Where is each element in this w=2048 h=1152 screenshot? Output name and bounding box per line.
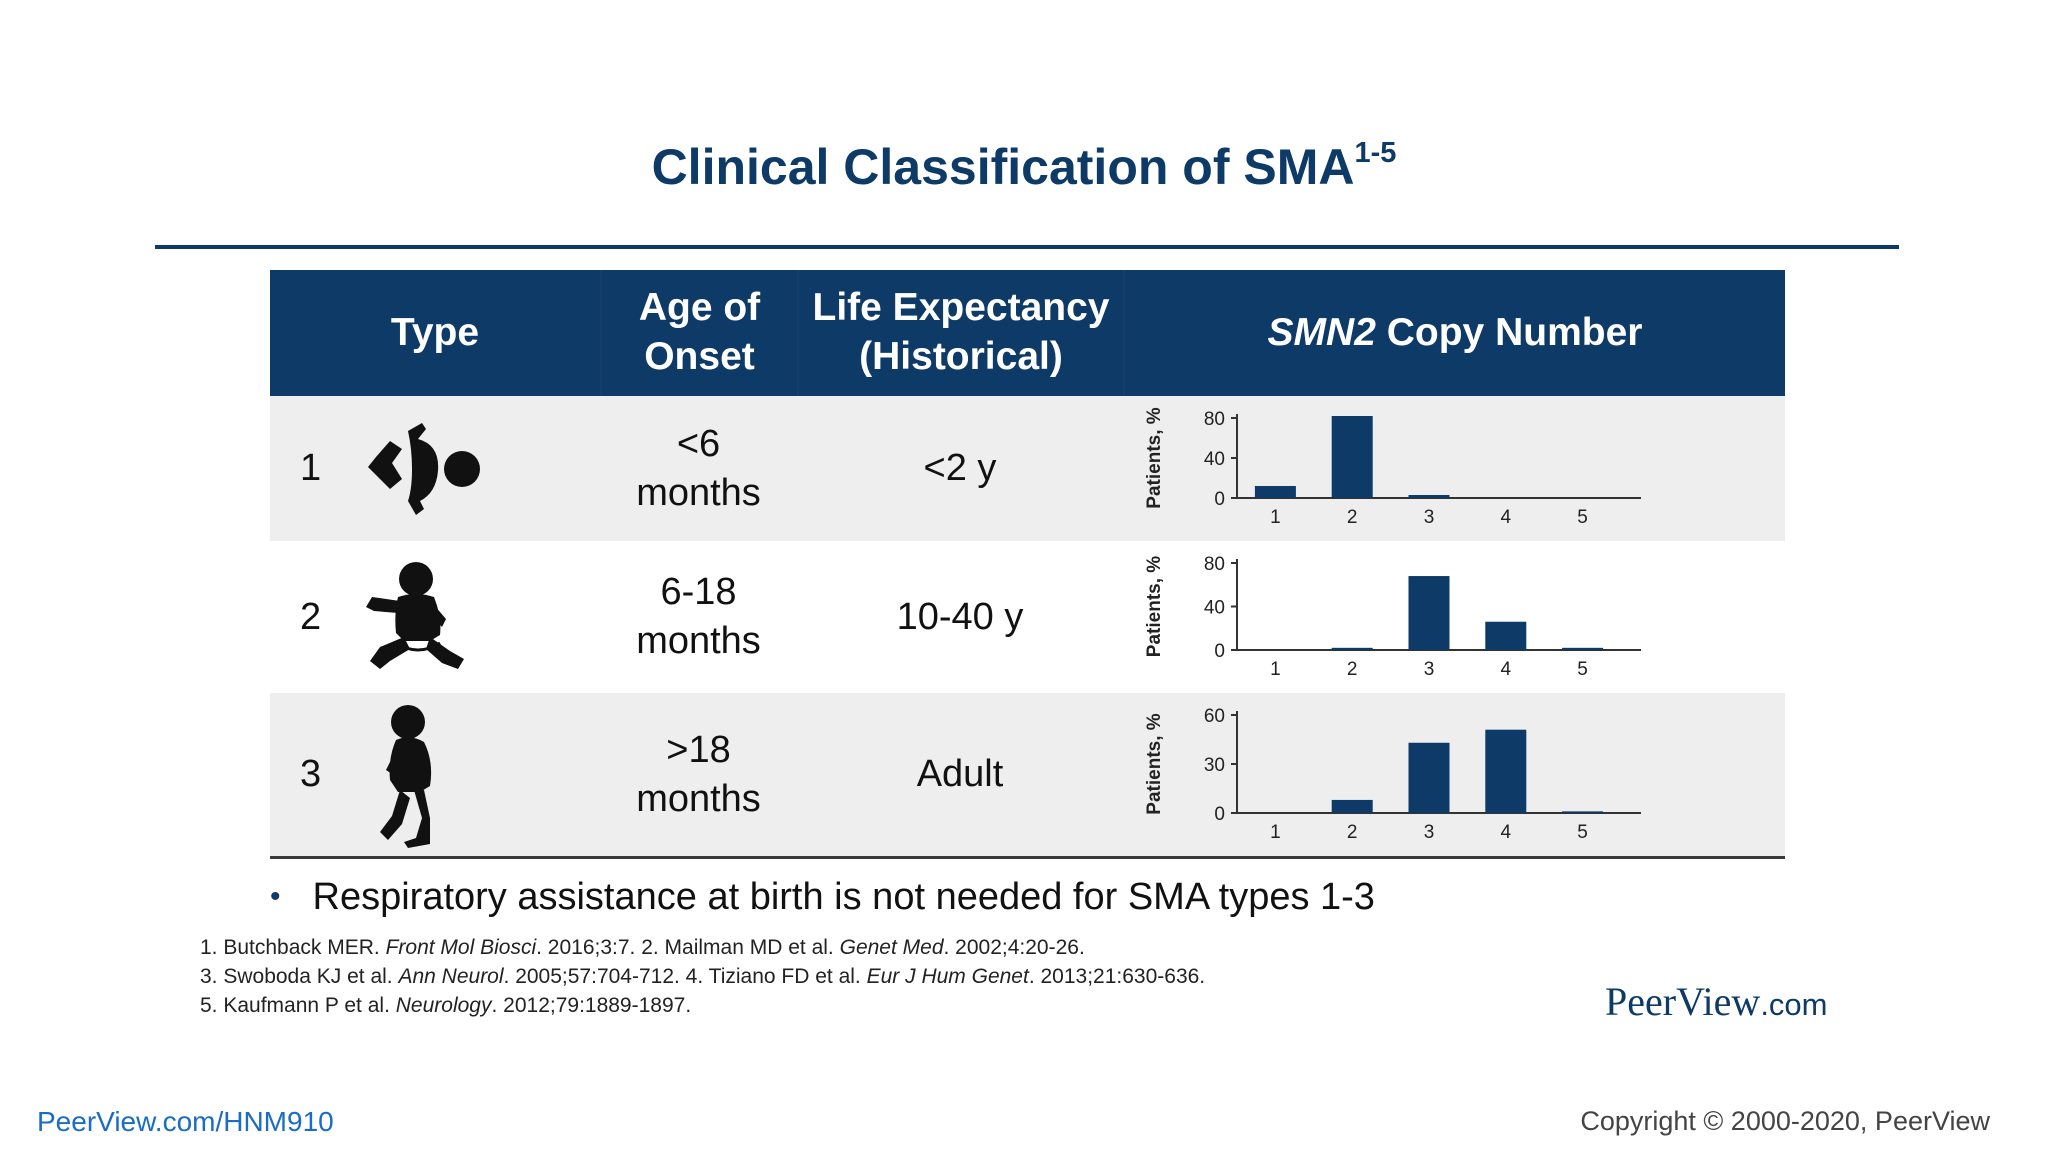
life-expectancy: 10-40 y — [896, 595, 1024, 638]
smn2-chart-type-3: Patients, % 0 30 60 1 2 3 4 5 — [1123, 693, 1785, 856]
reference-text: . 2012;79:1889-1897. — [491, 994, 692, 1017]
smn2-chart-type-2: Patients, % 0 40 80 1 2 3 4 5 — [1123, 541, 1785, 693]
y-tick-label: 0 — [1214, 489, 1225, 510]
x-tick-label: 1 — [1270, 507, 1281, 528]
journal-name: Front Mol Biosci — [385, 936, 537, 959]
header-life-expectancy: Life Expectancy (Historical) — [797, 270, 1123, 396]
journal-name: Genet Med — [839, 936, 944, 959]
title-divider — [155, 245, 1899, 249]
type-number: 3 — [300, 753, 322, 795]
bar-copy-2 — [1331, 799, 1373, 813]
header-age-of-onset: Age of Onset — [600, 270, 797, 396]
bullet-dot-icon: • — [270, 880, 281, 913]
footer-link[interactable]: PeerView.com/HNM910 — [37, 1106, 334, 1137]
bar-copy-2 — [1331, 416, 1373, 498]
y-tick-label: 80 — [1204, 554, 1225, 575]
reference-line: 5. Kaufmann P et al. Neurology. 2012;79:… — [200, 991, 1205, 1020]
bar-copy-4 — [1485, 729, 1527, 813]
title-superscript: 1-5 — [1354, 137, 1397, 170]
x-tick-label: 1 — [1270, 822, 1281, 843]
reference-text: . 2013;21:630-636. — [1028, 965, 1206, 988]
reference-line: 3. Swoboda KJ et al. Ann Neurol. 2005;57… — [200, 962, 1205, 991]
age-of-onset: >18 months — [636, 728, 761, 820]
x-tick-label: 4 — [1501, 822, 1512, 843]
y-tick-label: 30 — [1204, 755, 1225, 776]
x-tick-label: 3 — [1424, 659, 1435, 680]
bar-copy-2 — [1331, 647, 1373, 650]
table-header: Type Age of Onset Life Expectancy (Histori… — [270, 270, 1785, 396]
y-tick-label: 40 — [1204, 449, 1225, 470]
table-row-type-1: 1 <6 months <2 y Patients, % 0 40 80 1 2 3 4 5 — [270, 396, 1785, 541]
bar-copy-5 — [1562, 647, 1604, 650]
y-tick-label: 0 — [1214, 641, 1225, 662]
type-number: 1 — [300, 447, 322, 489]
header-smn2-copy-number: SMN2 Copy Number — [1123, 270, 1785, 396]
infant-lying-icon — [350, 419, 600, 519]
bar-copy-1 — [1254, 486, 1296, 498]
bar-copy-4 — [1485, 621, 1527, 650]
y-axis-label: Patients, % — [1144, 713, 1165, 814]
smn2-gene-name: SMN2 — [1267, 310, 1376, 354]
x-tick-label: 1 — [1270, 659, 1281, 680]
y-tick-label: 0 — [1214, 804, 1225, 825]
table-row-type-2: 2 6-18 months 10-40 y Patients, % 0 40 80 1 2 3… — [270, 541, 1785, 693]
bar-copy-3 — [1408, 495, 1450, 498]
reference-text: . 2005;57:704-712. 4. Tiziano FD et al. — [503, 965, 867, 988]
x-tick-label: 2 — [1347, 659, 1358, 680]
bar-copy-3 — [1408, 742, 1450, 813]
life-expectancy: <2 y — [923, 447, 997, 489]
copyright-text: Copyright © 2000-2020, PeerView — [1580, 1106, 1990, 1136]
reference-text: . 2002;4:20-26. — [943, 936, 1085, 959]
journal-name: Eur J Hum Genet — [866, 965, 1029, 988]
x-tick-label: 4 — [1501, 507, 1512, 528]
references: 1. Butchback MER. Front Mol Biosci. 2016… — [200, 933, 1205, 1020]
x-tick-label: 2 — [1347, 507, 1358, 528]
y-axis-label: Patients, % — [1144, 407, 1165, 508]
journal-name: Neurology — [395, 994, 492, 1017]
bullet-text: Respiratory assistance at birth is not n… — [312, 876, 1375, 918]
bar-copy-3 — [1408, 576, 1450, 650]
age-of-onset: 6-18 months — [636, 571, 761, 662]
x-tick-label: 5 — [1577, 507, 1588, 528]
age-of-onset: <6 months — [636, 422, 761, 514]
y-axis-label: Patients, % — [1144, 556, 1165, 657]
reference-line: 1. Butchback MER. Front Mol Biosci. 2016… — [200, 933, 1205, 962]
slide-title: Clinical Classification of SMA1-5 — [0, 137, 2048, 196]
header-type: Type — [390, 310, 480, 354]
infant-sitting-icon — [350, 557, 600, 677]
classification-table: Type Age of Onset Life Expectancy (Histori… — [270, 270, 1785, 859]
journal-name: Ann Neurol — [398, 965, 504, 988]
y-tick-label: 40 — [1204, 598, 1225, 619]
x-tick-label: 5 — [1577, 822, 1588, 843]
reference-text: 1. Butchback MER. — [200, 936, 386, 959]
x-tick-label: 2 — [1347, 822, 1358, 843]
slide-title-text: Clinical Classification of SMA — [651, 139, 1355, 195]
reference-text: 5. Kaufmann P et al. — [200, 994, 396, 1017]
x-tick-label: 5 — [1577, 659, 1588, 680]
x-tick-label: 3 — [1424, 822, 1435, 843]
y-tick-label: 60 — [1204, 706, 1225, 727]
bar-copy-5 — [1562, 811, 1604, 813]
peerview-logo: PeerView.com — [1605, 979, 1828, 1024]
bullet-point: • Respiratory assistance at birth is not … — [270, 876, 1375, 919]
type-number: 2 — [300, 595, 322, 638]
x-tick-label: 4 — [1501, 659, 1512, 680]
table-row-type-3: 3 >18 months Adult Patients, % 0 30 60 1 2 3 4 5 — [270, 693, 1785, 856]
reference-text: 3. Swoboda KJ et al. — [200, 965, 399, 988]
smn2-chart-type-1: Patients, % 0 40 80 1 2 3 4 5 — [1123, 396, 1785, 541]
table-bottom-rule — [270, 856, 1785, 859]
x-tick-label: 3 — [1424, 507, 1435, 528]
toddler-standing-icon — [350, 700, 600, 850]
life-expectancy: Adult — [916, 753, 1004, 795]
reference-text: . 2016;3:7. 2. Mailman MD et al. — [536, 936, 840, 959]
y-tick-label: 80 — [1204, 409, 1225, 430]
